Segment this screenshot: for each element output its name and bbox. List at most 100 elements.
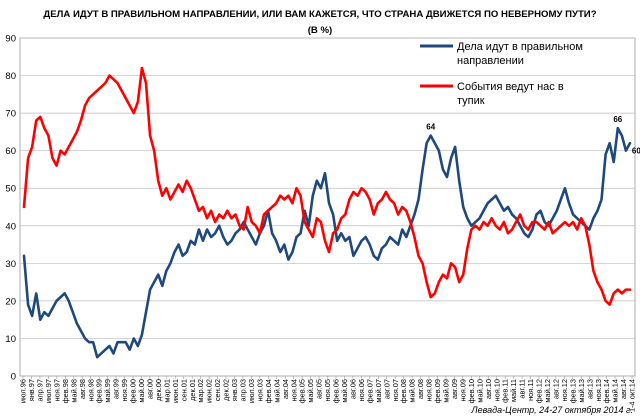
x-tick-label: авг.07 xyxy=(382,379,391,399)
x-tick-label: ноя.05 xyxy=(323,379,332,401)
x-tick-label: фев.12 xyxy=(535,379,544,403)
x-tick-label: ноя.07 xyxy=(391,379,400,401)
data-label: 64 xyxy=(426,123,435,132)
x-tick-label: май.05 xyxy=(306,379,315,403)
x-tick-label: май.08 xyxy=(408,379,417,403)
x-tick-label: авг.04 xyxy=(281,379,290,399)
x-tick-label: май.14 xyxy=(611,379,620,403)
x-axis-ticks: июл.96 янв.97 апр.97 июл.97 ноя.97 фев.98 май.… xyxy=(19,376,637,412)
x-tick-label: фев.04 xyxy=(264,379,273,403)
x-tick-label: фев.00 xyxy=(129,379,138,403)
x-tick-label: авг.13 xyxy=(585,379,594,399)
legend-label-blue: Дела идут в правильном xyxy=(457,41,583,53)
x-tick-label: май.99 xyxy=(103,379,112,403)
x-tick-label: апр.03 xyxy=(239,379,248,402)
x-tick-label: фев.09 xyxy=(433,379,442,403)
x-tick-label: ноя.10 xyxy=(492,379,501,401)
x-tick-label: фев.06 xyxy=(332,379,341,403)
x-tick-label: фев.07 xyxy=(365,379,374,403)
chart-subtitle: (В %) xyxy=(308,25,333,36)
series-line-red xyxy=(22,66,632,306)
x-tick-label: фев.08 xyxy=(399,379,408,403)
x-tick-label: авг.09 xyxy=(450,379,459,399)
x-tick-label: авг.06 xyxy=(348,379,357,399)
y-tick-label: 40 xyxy=(5,221,16,232)
x-tick-label: июл.96 xyxy=(19,379,28,403)
x-tick-label: авг.12 xyxy=(551,379,560,399)
x-tick-label: ноя.99 xyxy=(120,379,129,401)
legend: Дела идут в правильном направлении Событ… xyxy=(420,41,583,107)
x-tick-label: авг.05 xyxy=(315,379,324,399)
x-tick-label: авг.10 xyxy=(484,379,493,399)
x-tick-label: июл.97 xyxy=(44,379,53,403)
x-tick-label: ноя.12 xyxy=(560,379,569,401)
x-tick-label: ноя.08 xyxy=(425,379,434,401)
x-tick-label: фев.98 xyxy=(61,379,70,403)
y-tick-label: 90 xyxy=(5,34,16,45)
x-tick-label: авг.14 xyxy=(619,379,628,399)
x-tick-label: ноя.11 xyxy=(526,379,535,401)
x-tick-label: фев.10 xyxy=(467,379,476,403)
y-tick-label: 50 xyxy=(5,184,16,195)
x-tick-label: июн.02 xyxy=(205,379,214,403)
x-tick-label: май.07 xyxy=(374,379,383,403)
y-tick-label: 0 xyxy=(11,372,16,383)
x-tick-label: июн.01 xyxy=(171,379,180,403)
x-tick-label: янв.97 xyxy=(27,379,36,401)
x-tick-label: фев.99 xyxy=(95,379,104,403)
source-note: Левада-Центр, 24-27 октября 2014 г. xyxy=(470,405,633,415)
x-tick-label: сен.01 xyxy=(179,379,188,401)
y-axis-ticks: 0 10 20 30 40 50 60 70 80 90 xyxy=(5,34,16,383)
x-tick-label: дек.01 xyxy=(188,379,197,401)
x-tick-label: июл.03 xyxy=(247,379,256,403)
x-tick-label: май.06 xyxy=(340,379,349,403)
x-tick-label: ноя.03 xyxy=(255,379,264,401)
x-tick-label: дек.02 xyxy=(222,379,231,401)
legend-label-red-2: тупик xyxy=(457,95,485,107)
y-tick-label: 30 xyxy=(5,259,16,270)
data-label: 60 xyxy=(632,147,640,156)
x-tick-label: май.13 xyxy=(577,379,586,403)
x-tick-label: май.11 xyxy=(509,379,518,402)
x-tick-label: мар.01 xyxy=(162,379,171,403)
x-tick-label: май.04 xyxy=(272,379,281,403)
y-tick-label: 80 xyxy=(5,71,16,82)
x-tick-label: авг.98 xyxy=(78,379,87,399)
data-label: 66 xyxy=(613,115,622,124)
x-tick-label: дек.00 xyxy=(154,379,163,401)
x-tick-label: авг.00 xyxy=(145,379,154,399)
x-tick-label: фев.13 xyxy=(568,379,577,403)
x-tick-label: ноя.13 xyxy=(594,379,603,401)
x-tick-label: янв.03 xyxy=(230,379,239,401)
x-tick-label: ноя.06 xyxy=(357,379,366,401)
x-tick-label: май.12 xyxy=(543,379,552,403)
x-tick-label: ноя.04 xyxy=(289,379,298,401)
x-tick-label: 1-4 окт.14 xyxy=(628,379,637,412)
data-labels: 64 66 60 xyxy=(426,115,640,156)
y-tick-label: 60 xyxy=(5,146,16,157)
x-tick-label: ноя.97 xyxy=(52,379,61,401)
gridlines xyxy=(20,37,635,339)
x-tick-label: фев.14 xyxy=(602,379,611,403)
y-tick-label: 70 xyxy=(5,109,16,120)
x-tick-label: ноя.09 xyxy=(458,379,467,401)
x-tick-label: май.09 xyxy=(442,379,451,403)
x-tick-label: фев.05 xyxy=(298,379,307,403)
x-tick-label: авг.99 xyxy=(112,379,121,399)
legend-label-blue-2: направлении xyxy=(457,55,524,67)
x-tick-label: май.10 xyxy=(475,379,484,403)
series-lines xyxy=(22,66,632,359)
y-tick-label: 10 xyxy=(5,334,16,345)
x-tick-label: май.98 xyxy=(69,379,78,403)
x-tick-label: сен.02 xyxy=(213,379,222,401)
x-tick-label: авг.08 xyxy=(416,379,425,399)
x-tick-label: мар.02 xyxy=(196,379,205,403)
y-tick-label: 20 xyxy=(5,296,16,307)
legend-label-red: События ведут нас в xyxy=(457,81,564,93)
x-tick-label: май.00 xyxy=(137,379,146,403)
x-tick-label: авг.11 xyxy=(518,379,527,399)
x-tick-label: апр.97 xyxy=(36,379,45,402)
chart-title: ДЕЛА ИДУТ В ПРАВИЛЬНОМ НАПРАВЛЕНИИ, ИЛИ … xyxy=(43,9,596,20)
x-tick-label: ноя.98 xyxy=(86,379,95,401)
